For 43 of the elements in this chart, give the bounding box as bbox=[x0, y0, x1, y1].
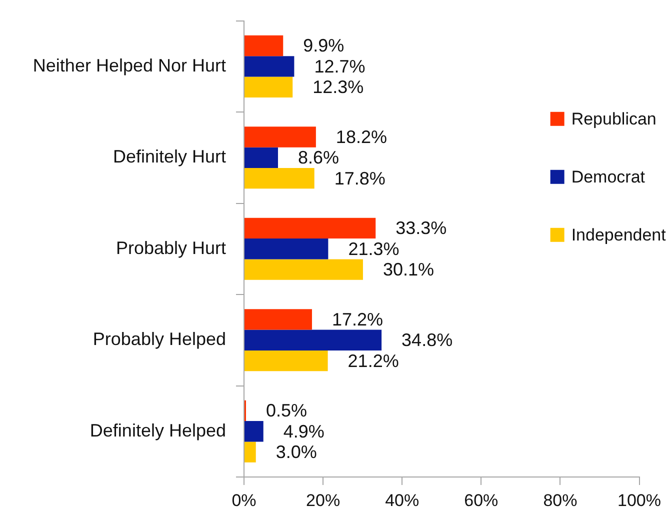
bar bbox=[244, 442, 256, 462]
legend-label: Independent bbox=[571, 226, 666, 245]
bar bbox=[244, 238, 328, 260]
bar bbox=[244, 35, 284, 56]
x-tick-label: 20% bbox=[306, 490, 340, 510]
bar bbox=[244, 421, 264, 442]
data-label: 3.0% bbox=[276, 442, 317, 462]
bar bbox=[244, 218, 376, 239]
x-tick-label: 80% bbox=[543, 490, 578, 510]
data-label: 9.9% bbox=[303, 36, 344, 56]
data-label: 33.3% bbox=[396, 218, 447, 238]
data-label: 21.3% bbox=[348, 238, 400, 259]
data-label: 34.8% bbox=[402, 330, 453, 350]
y-tick-label: Probably Hurt bbox=[116, 238, 226, 258]
bar bbox=[244, 147, 278, 168]
bar bbox=[244, 56, 294, 77]
bar bbox=[244, 126, 316, 148]
data-label: 12.3% bbox=[312, 77, 364, 98]
data-label: 4.9% bbox=[283, 421, 324, 442]
bar bbox=[244, 76, 293, 98]
bar bbox=[244, 168, 314, 189]
bar bbox=[244, 330, 382, 350]
bar bbox=[244, 259, 363, 280]
bar bbox=[244, 309, 312, 330]
data-label: 0.5% bbox=[266, 400, 308, 421]
x-tick-label: 0% bbox=[232, 490, 256, 510]
legend-label: Republican bbox=[571, 110, 656, 129]
y-tick-label: Definitely Hurt bbox=[112, 146, 226, 167]
data-label: 21.2% bbox=[348, 350, 399, 371]
legend-label: Democrat bbox=[571, 168, 646, 187]
x-tick-label: 60% bbox=[464, 490, 498, 510]
data-label: 17.8% bbox=[334, 168, 386, 188]
y-tick-label: Probably Helped bbox=[92, 329, 226, 350]
data-label: 18.2% bbox=[336, 126, 387, 147]
data-label: 12.7% bbox=[314, 56, 366, 76]
y-tick-label: Definitely Helped bbox=[90, 420, 226, 440]
x-tick-label: 100% bbox=[618, 490, 661, 510]
bar bbox=[244, 350, 328, 372]
y-tick-label: Neither Helped Nor Hurt bbox=[32, 55, 226, 76]
data-label: 17.2% bbox=[332, 309, 384, 330]
x-tick-label: 40% bbox=[385, 490, 420, 510]
data-label: 8.6% bbox=[298, 148, 340, 168]
data-label: 30.1% bbox=[382, 260, 434, 280]
